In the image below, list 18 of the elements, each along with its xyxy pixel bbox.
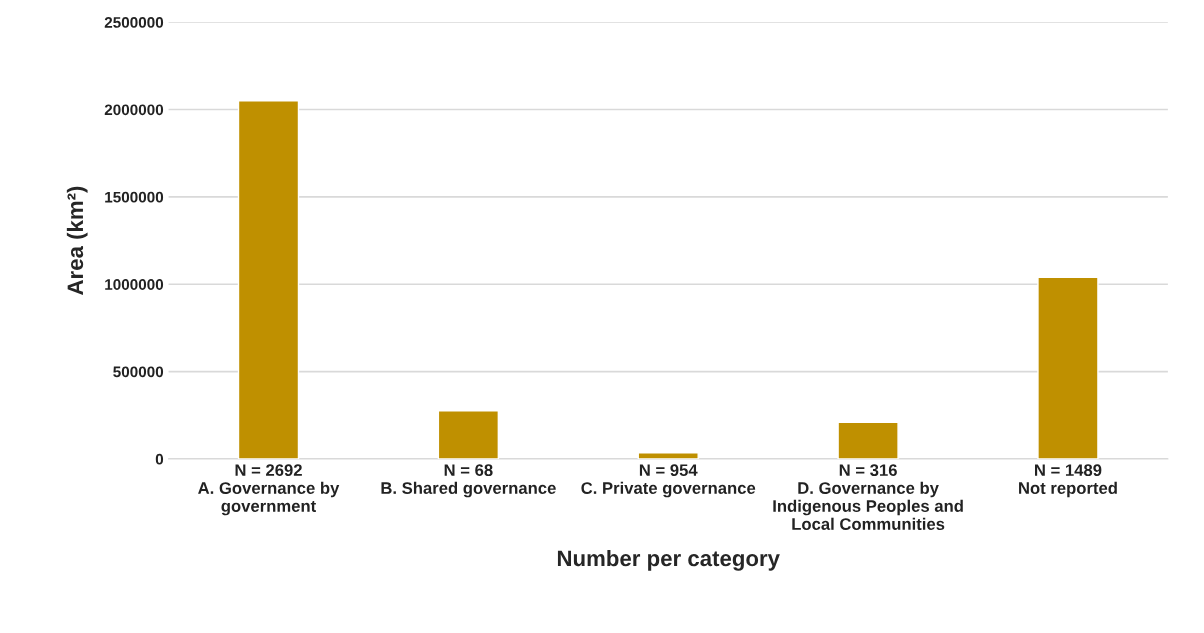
x-tick-label: N = 2692 A. Governance by government [198, 464, 340, 516]
y-tick-label: 0 [155, 453, 164, 465]
y-axis-title: Area (km²) [66, 186, 88, 295]
bar [1037, 276, 1099, 459]
x-tick-label: N = 954 C. Private governance [581, 464, 756, 498]
y-tick-label: 1000000 [105, 279, 164, 290]
x-tick-label: N = 68 B. Shared governance [381, 464, 556, 498]
bar [437, 410, 500, 459]
bar [637, 452, 699, 459]
x-tick-label: N = 1489 Not reported [1019, 464, 1117, 498]
y-tick-label: 500000 [113, 366, 164, 378]
y-tick-label: 2000000 [104, 104, 164, 116]
x-axis-title: Number per category [557, 549, 780, 571]
y-tick-label: 2500000 [104, 17, 164, 28]
bar [237, 100, 300, 459]
bar [837, 421, 899, 459]
y-tick-label: 1500000 [105, 191, 164, 203]
x-tick-label: N = 316 D. Governance by Indigenous Peoples and Local Communities [773, 464, 963, 530]
